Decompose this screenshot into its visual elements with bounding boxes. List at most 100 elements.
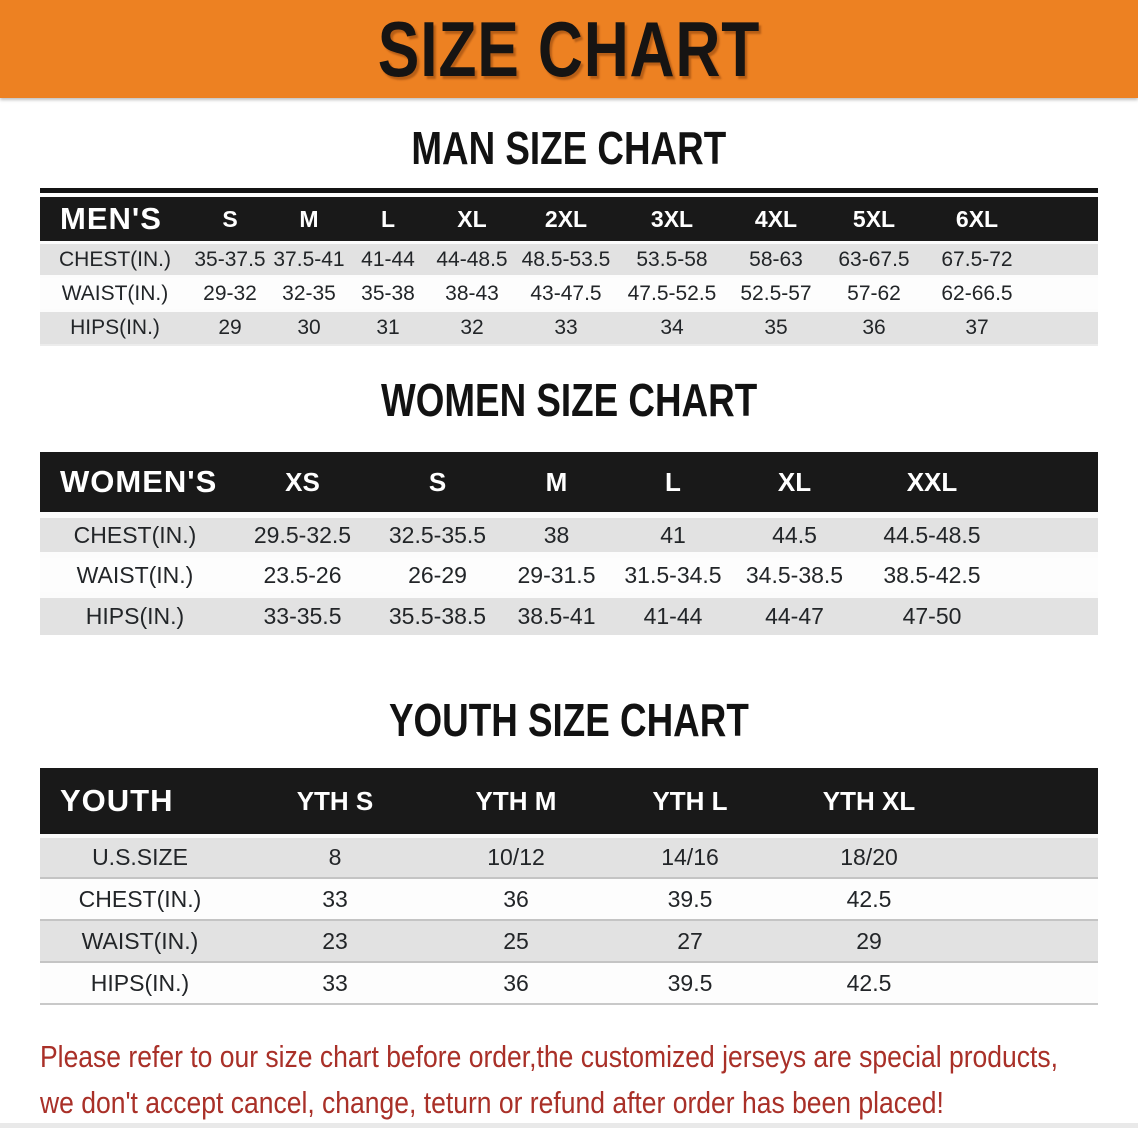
column-header: S [190,197,270,243]
size-value-cell: 36 [503,885,529,912]
table-row: CHEST(IN.) 33 36 39.5 42.5 [40,878,1098,920]
column-header: M [500,452,613,515]
size-value-cell: 47.5-52.5 [627,281,717,305]
size-value-cell: 34.5-38.5 [745,561,844,588]
size-value-cell: 23.5-26 [263,561,342,588]
size-value-cell: 14/16 [661,844,719,870]
size-value-cell: 41-44 [361,247,415,271]
spacer-cell [960,768,1098,836]
column-header: 6XL [924,197,1030,243]
table-row: HIPS(IN.) 33-35.5 35.5-38.5 38.5-41 41-44 44-… [40,595,1098,635]
size-value-cell: 29-32 [203,281,257,305]
size-value-cell: 62-66.5 [941,281,1013,305]
spacer-cell [960,878,1098,920]
table-header-row: YOUTH YTH S YTH M YTH L YTH XL [40,768,1098,836]
spacer-cell [960,962,1098,1004]
size-value-cell: 58-63 [749,247,803,271]
table-header-row: WOMEN'S XS S M L XL XXL [40,452,1098,515]
size-value-cell: 38.5-41 [517,603,596,629]
row-label: CHEST(IN.) [73,521,197,548]
size-value-cell: 38-43 [445,281,499,305]
column-header: L [613,452,733,515]
size-value-cell: 53.5-58 [636,247,708,271]
size-chart-banner: SIZE CHART [0,0,1138,98]
size-value-cell: 25 [503,927,529,954]
column-header: L [348,197,428,243]
disclaimer-line-2: we don't accept cancel, change, teturn o… [40,1085,944,1120]
column-header: YTH S [240,768,430,836]
spacer-cell [1030,197,1098,243]
size-value-cell: 42.5 [846,885,892,912]
row-label: CHEST(IN.) [59,247,171,271]
column-header: M [270,197,348,243]
size-value-cell: 27 [677,927,703,954]
size-value-cell: 36 [503,969,529,996]
table-title-cell: WOMEN'S [40,452,230,515]
size-value-cell: 39.5 [667,969,713,996]
size-value-cell: 23 [322,927,348,954]
table-top-rule [40,188,1098,193]
size-value-cell: 36 [862,315,886,339]
size-value-cell: 38 [543,521,570,548]
size-value-cell: 48.5-53.5 [521,247,611,271]
size-value-cell: 47-50 [902,603,962,629]
column-header: 4XL [728,197,824,243]
heading-text: MAN SIZE CHART [411,122,727,174]
size-value-cell: 37.5-41 [273,247,345,271]
size-value-cell: 42.5 [846,969,892,996]
size-value-cell: 35-38 [361,281,415,305]
size-value-cell: 33 [322,969,348,996]
spacer-cell [960,836,1098,878]
size-value-cell: 33 [322,885,348,912]
size-value-cell: 35-37.5 [194,247,266,271]
spacer-cell [960,920,1098,962]
column-header: YTH L [602,768,778,836]
size-value-cell: 41-44 [643,603,703,629]
column-header: 3XL [616,197,728,243]
size-value-cell: 31 [376,315,400,339]
size-value-cell: 44-47 [765,603,824,629]
size-value-cell: 32.5-35.5 [388,521,487,548]
size-value-cell: 35 [764,315,788,339]
size-value-cell: 34 [660,315,684,339]
spacer-cell [1008,452,1098,515]
spacer-cell [1008,595,1098,635]
men-size-table: MEN'S S M L XL 2XL 3XL 4XL 5XL 6XL CHEST(IN.) 35-37… [40,197,1098,346]
youth-size-table: YOUTH YTH S YTH M YTH L YTH XL U.S.SIZE 8 10/12… [40,768,1098,1005]
table-title-cell: YOUTH [40,768,240,836]
column-header: 5XL [824,197,924,243]
size-value-cell: 31.5-34.5 [624,561,722,588]
column-header: XS [230,452,375,515]
size-value-cell: 32 [460,315,484,339]
size-value-cell: 30 [297,315,321,339]
size-value-cell: 29.5-32.5 [253,521,352,548]
size-value-cell: 67.5-72 [941,247,1013,271]
youth-chart-heading: YOUTH SIZE CHART [40,694,1098,746]
bottom-edge-rule [0,1123,1138,1128]
men-size-section: MAN SIZE CHART MEN'S S M L XL 2XL 3XL 4XL 5XL 6XL C… [40,122,1098,346]
heading-text: WOMEN SIZE CHART [380,374,758,426]
row-label: HIPS(IN.) [90,969,190,996]
men-chart-heading: MAN SIZE CHART [40,122,1098,174]
size-value-cell: 39.5 [667,885,713,912]
column-header: XL [733,452,856,515]
heading-text: YOUTH SIZE CHART [389,694,749,746]
table-row: CHEST(IN.) 35-37.5 37.5-41 41-44 44-48.5 48.5… [40,242,1098,277]
row-label: U.S.SIZE [92,844,188,870]
row-label: WAIST(IN.) [81,927,199,954]
column-header: XXL [856,452,1008,515]
row-label: WAIST(IN.) [61,281,169,305]
row-label: WAIST(IN.) [76,561,194,588]
table-row: WAIST(IN.) 29-32 32-35 35-38 38-43 43-47.5 47.… [40,276,1098,311]
column-header: YTH M [430,768,602,836]
women-size-section: WOMEN SIZE CHART WOMEN'S XS S M L XL XXL CHEST(I… [40,374,1098,635]
size-value-cell: 43-47.5 [530,281,602,305]
row-label: HIPS(IN.) [70,315,160,339]
table-title-cell: MEN'S [40,197,190,243]
women-size-table: WOMEN'S XS S M L XL XXL CHEST(IN.) 29.5-32.5 32.5… [40,452,1098,635]
size-value-cell: 44-48.5 [436,247,508,271]
size-value-cell: 26-29 [408,561,467,588]
size-value-cell: 35.5-38.5 [388,603,487,629]
spacer-cell [1030,243,1098,277]
women-chart-heading: WOMEN SIZE CHART [40,374,1098,426]
